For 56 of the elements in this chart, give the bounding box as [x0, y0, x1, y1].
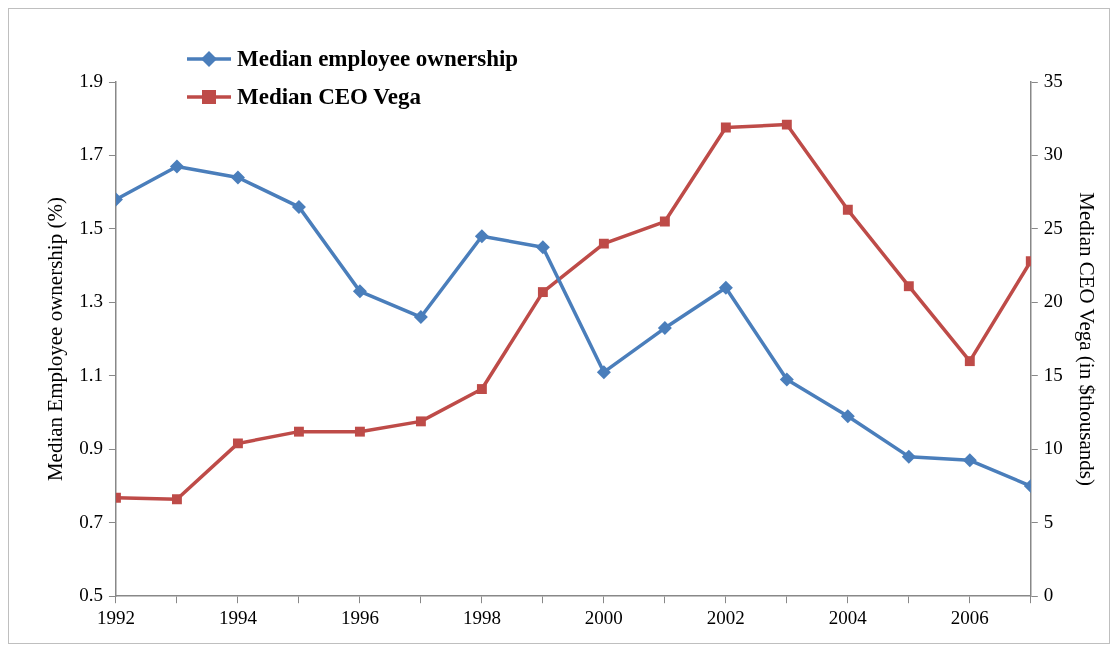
- legend-label: Median CEO Vega: [237, 84, 422, 110]
- point: [476, 384, 487, 394]
- point: [962, 453, 977, 468]
- point: [903, 281, 914, 292]
- y-tick-label: 1.1: [79, 363, 103, 385]
- y2-tick-label: 0: [1043, 584, 1054, 606]
- y-tick-label: 1.5: [79, 216, 103, 238]
- y-tick-label: 0.5: [79, 584, 103, 606]
- point: [293, 426, 304, 437]
- x-tick-label: 1994: [218, 606, 258, 628]
- point: [535, 240, 550, 255]
- x-tick-label: 1998: [462, 606, 501, 628]
- point: [537, 287, 548, 298]
- y2-tick-label: 5: [1043, 510, 1054, 532]
- y2-tick-label: 25: [1043, 216, 1063, 238]
- point: [596, 365, 611, 380]
- point: [415, 416, 426, 427]
- point: [474, 229, 489, 244]
- y2-axis-title: Median CEO Vega (in $thousands): [1074, 192, 1099, 486]
- y2-tick-label: 35: [1043, 69, 1063, 91]
- point: [718, 280, 733, 295]
- point: [659, 216, 670, 227]
- y-tick-label: 1.7: [79, 143, 103, 165]
- y-tick-label: 0.7: [79, 510, 103, 532]
- point: [598, 238, 609, 249]
- y2-tick-label: 20: [1043, 290, 1063, 312]
- point: [720, 122, 731, 133]
- point: [413, 310, 428, 325]
- point: [781, 119, 792, 130]
- y-tick-label: 1.3: [79, 290, 103, 312]
- x-tick-label: 2004: [828, 606, 868, 628]
- y2-tick-label: 30: [1043, 143, 1063, 165]
- x-tick-label: 2002: [706, 606, 745, 628]
- point: [291, 199, 306, 214]
- point: [840, 409, 855, 424]
- point: [169, 159, 184, 174]
- legend-label: Median employee ownership: [237, 46, 519, 72]
- point: [964, 356, 975, 367]
- y-axis-title: Median Employee ownership (%): [43, 197, 68, 482]
- x-tick-label: 2006: [950, 606, 989, 628]
- point: [171, 494, 182, 505]
- point: [354, 426, 365, 437]
- y2-tick-label: 10: [1043, 437, 1063, 459]
- x-tick-label: 1992: [96, 606, 135, 628]
- x-tick-label: 1996: [340, 606, 379, 628]
- point: [842, 204, 853, 215]
- y2-tick-label: 15: [1043, 363, 1063, 385]
- point: [657, 321, 672, 336]
- y-tick-label: 0.9: [79, 437, 103, 459]
- point: [779, 372, 794, 387]
- y-tick-label: 1.9: [79, 69, 103, 91]
- point: [352, 284, 367, 299]
- point: [232, 438, 243, 449]
- point: [901, 449, 916, 464]
- x-tick-label: 2000: [584, 606, 623, 628]
- point: [230, 170, 245, 185]
